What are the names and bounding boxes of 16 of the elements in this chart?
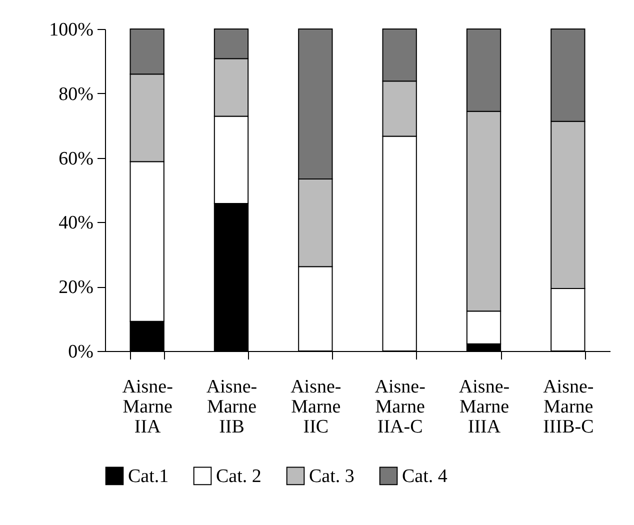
legend-label: Cat.1	[128, 466, 169, 487]
x-tick-label: Aisne- Marne IIIA	[458, 376, 510, 438]
x-tick-label: Aisne- Marne IIA-C	[374, 376, 426, 438]
x-tick-label: Aisne- Marne IIIB-C	[543, 376, 594, 438]
x-tick-label: Aisne- Marne IIC	[290, 376, 342, 438]
legend-label: Cat. 2	[216, 466, 262, 487]
y-tick-label: 60%	[58, 148, 94, 170]
x-tick-label: Aisne- Marne IIB	[206, 376, 258, 438]
y-tick-label: 80%	[58, 84, 94, 105]
legend-label: Cat. 3	[309, 466, 354, 487]
y-tick-label: 20%	[58, 277, 94, 298]
x-tick-label: Aisne- Marne IIA	[122, 376, 173, 438]
y-tick-label: 100%	[49, 20, 94, 40]
y-tick-label: 0%	[68, 342, 94, 362]
y-tick-label: 40%	[58, 212, 94, 234]
legend-label: Cat. 4	[402, 466, 448, 487]
